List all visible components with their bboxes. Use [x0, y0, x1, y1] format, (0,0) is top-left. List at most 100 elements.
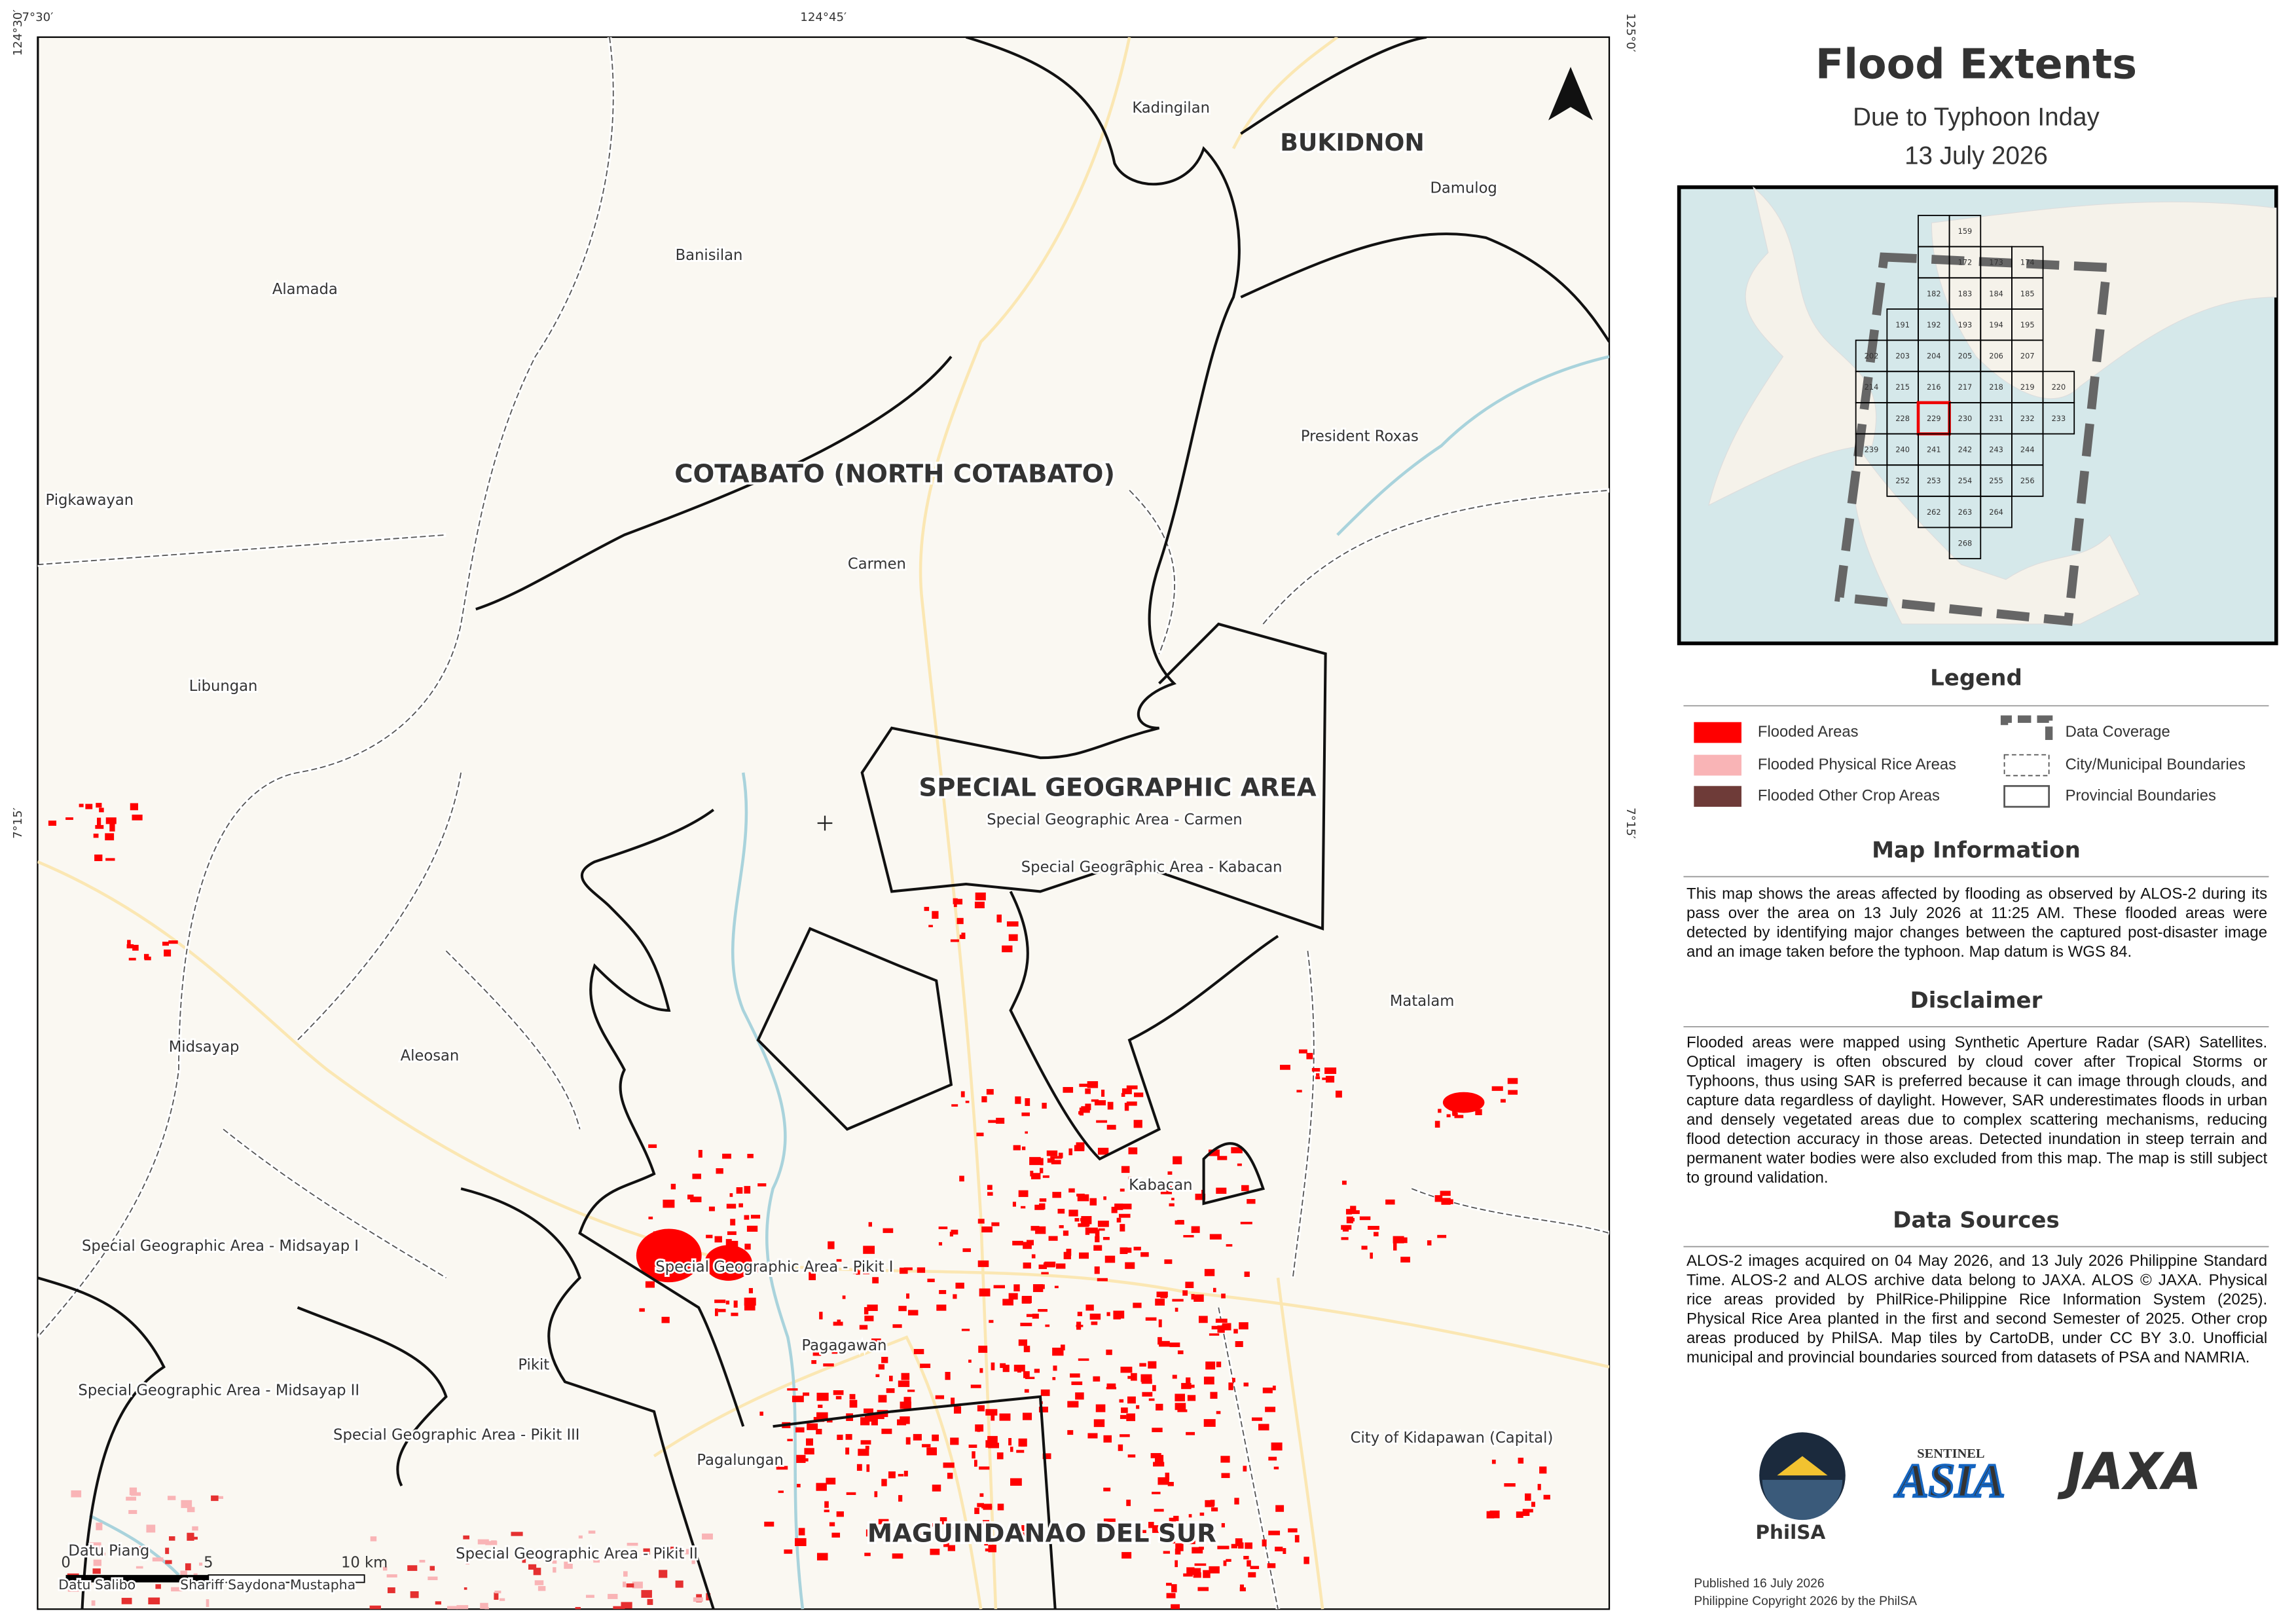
- flood-patch: [978, 1345, 988, 1353]
- flood-patch: [1116, 1217, 1121, 1223]
- flood-patch: [722, 1153, 731, 1159]
- flood-patch: [211, 1495, 219, 1502]
- flood-patch: [797, 1483, 801, 1488]
- flood-patch: [137, 1551, 149, 1556]
- flood-patch: [1169, 1203, 1175, 1207]
- flood-patch: [1177, 1219, 1184, 1225]
- flood-patch: [1271, 1442, 1283, 1451]
- flood-patch: [165, 1547, 170, 1555]
- flood-patch: [898, 1306, 907, 1312]
- flood-patch: [1052, 1376, 1056, 1380]
- flood-patch: [917, 1267, 926, 1273]
- flood-patch: [1239, 1322, 1248, 1330]
- sentinel-asia-logo: SENTINEL ASIA: [1893, 1447, 2006, 1508]
- flood-patch: [1346, 1211, 1356, 1214]
- flood-patch: [199, 1562, 203, 1566]
- tile-label: 216: [1927, 382, 1941, 392]
- municipal-boundaries: [37, 37, 1610, 1610]
- flood-patch: [864, 1408, 873, 1414]
- flood-patch: [996, 1117, 1005, 1124]
- flood-patch: [1210, 1392, 1218, 1399]
- inset-coverage: [1834, 252, 2112, 626]
- tile-label: 191: [1895, 320, 1910, 329]
- flood-patch: [382, 1566, 388, 1571]
- place-label: Matalam: [1390, 993, 1455, 1010]
- tile-label: 268: [1958, 538, 1973, 547]
- flood-patch: [692, 1173, 702, 1179]
- flood-patch: [1159, 1340, 1170, 1347]
- flood-patch: [675, 1580, 683, 1588]
- tile-label: 218: [1989, 382, 2003, 392]
- flood-patch: [1175, 1308, 1178, 1312]
- flood-patch: [1152, 1385, 1156, 1392]
- scale-label: 5: [204, 1554, 213, 1571]
- logo-text: ASIA: [1894, 1454, 2005, 1507]
- flood-patch: [947, 1473, 953, 1479]
- flood-patch: [1111, 1206, 1118, 1213]
- flood-patch: [1243, 1382, 1249, 1387]
- flood-patch: [864, 1307, 869, 1315]
- flood-patch: [1129, 1538, 1138, 1544]
- tile: [2042, 401, 2075, 435]
- flood-patch: [93, 1559, 101, 1566]
- flood-patch: [670, 1183, 676, 1190]
- flood-patch: [639, 1308, 645, 1312]
- flood-patch: [1140, 1252, 1149, 1257]
- scale-label: 10 km: [341, 1554, 388, 1571]
- flood-patch: [1087, 1433, 1098, 1439]
- tile-label: 244: [2020, 445, 2035, 454]
- flood-patch: [892, 1324, 902, 1328]
- flood-patch: [1316, 1073, 1320, 1077]
- place-label: Pagalungan: [697, 1452, 784, 1469]
- flood-patch: [1121, 1552, 1132, 1559]
- flood-patch: [863, 1246, 875, 1254]
- flood-patch: [965, 1100, 970, 1103]
- flood-patch: [419, 1560, 426, 1563]
- flood-patch: [957, 917, 964, 925]
- flood-patch: [538, 1586, 546, 1591]
- flood-patch: [1486, 1511, 1495, 1519]
- flood-patch: [94, 854, 103, 861]
- flood-patch: [974, 1460, 977, 1467]
- flood-patch: [1539, 1466, 1547, 1474]
- flood-patch: [970, 1384, 981, 1388]
- flood-patch: [1216, 1361, 1222, 1367]
- flood-patch: [977, 1426, 981, 1432]
- flood-patch: [1002, 1365, 1010, 1373]
- tile-label: 205: [1958, 352, 1973, 361]
- tile-label: 256: [2020, 476, 2035, 485]
- tile-label: 204: [1927, 352, 1941, 361]
- flood-patch: [690, 1196, 702, 1202]
- flood-patch: [1131, 1373, 1137, 1381]
- flood-patch: [985, 1409, 998, 1416]
- flood-patch: [1185, 1538, 1195, 1545]
- flood-patch: [1153, 1462, 1165, 1467]
- flood-patch: [410, 1591, 419, 1598]
- flood-patch: [1239, 1584, 1244, 1588]
- flood-patch: [1489, 1510, 1500, 1519]
- flood-patch: [1192, 1568, 1201, 1575]
- flood-patch: [1152, 1492, 1161, 1494]
- flood-patch: [714, 1236, 722, 1243]
- flood-patch: [977, 1260, 989, 1267]
- flood-patch: [1025, 1131, 1029, 1134]
- flood-patch: [1244, 1271, 1250, 1277]
- flood-patch: [1146, 1187, 1152, 1190]
- tile-label: 239: [1865, 445, 1879, 454]
- tile-label: 252: [1895, 476, 1910, 485]
- flood-patch: [168, 940, 178, 944]
- flood-patch: [528, 1564, 537, 1570]
- flood-patch: [1231, 1543, 1238, 1549]
- flood-patch: [659, 1570, 668, 1578]
- flood-patch: [1081, 1106, 1090, 1113]
- flood-patch: [852, 1266, 859, 1274]
- flood-patch: [1125, 1262, 1135, 1269]
- flood-patch: [1205, 1500, 1214, 1507]
- section-title: Map Information: [1872, 838, 2081, 864]
- scale-bar: [65, 1574, 365, 1583]
- flood-patch: [1107, 1101, 1114, 1110]
- flood-patch: [1096, 1120, 1108, 1123]
- coordinate-label: 124°30′: [37, 1623, 83, 1624]
- flood-patch: [794, 1538, 807, 1547]
- flood-patch: [162, 942, 169, 946]
